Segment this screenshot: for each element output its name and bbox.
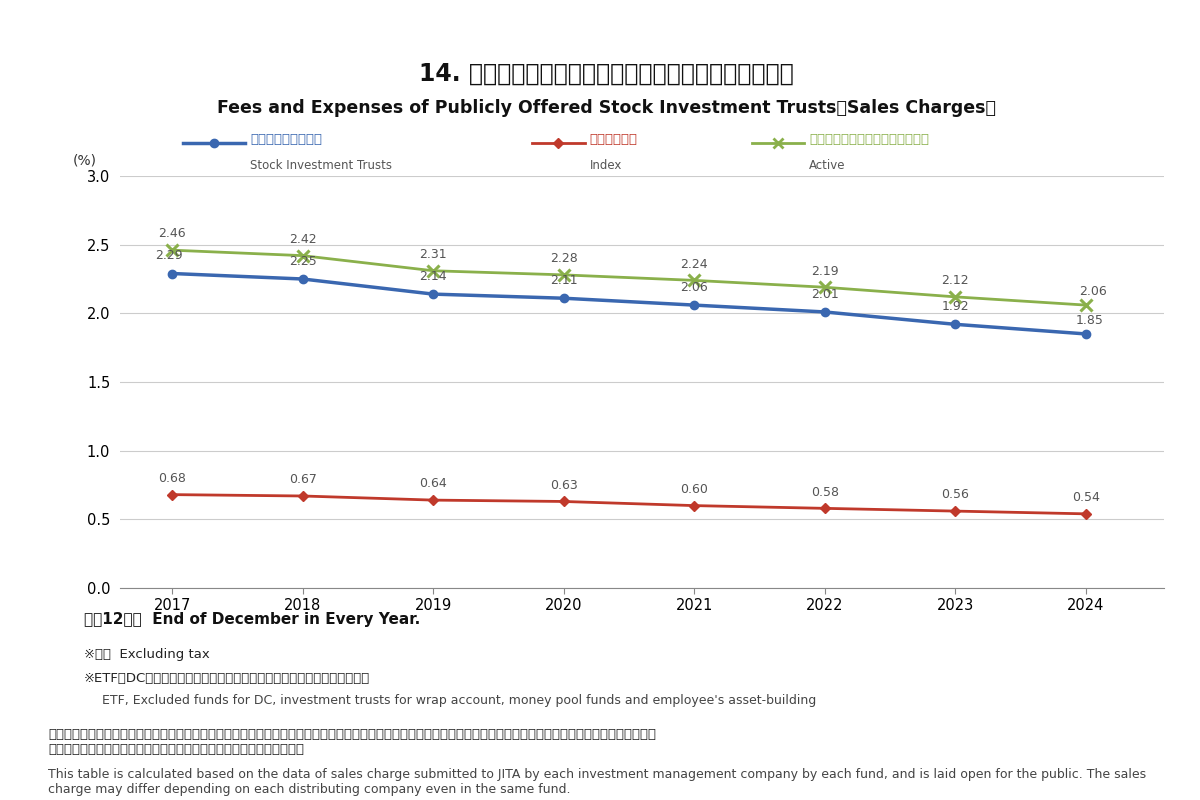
Text: 2.28: 2.28: [550, 252, 577, 265]
Text: 2.06: 2.06: [680, 281, 708, 294]
Text: 2.06: 2.06: [1079, 285, 1106, 298]
Text: 2.24: 2.24: [680, 258, 708, 270]
Text: 0.68: 0.68: [158, 472, 186, 485]
Text: 0.54: 0.54: [1072, 491, 1099, 504]
Text: 2.12: 2.12: [941, 274, 970, 287]
Text: ※ETF、DC向けファンド、ラップ、マネープール、財形、ミリオンを除外: ※ETF、DC向けファンド、ラップ、マネープール、財形、ミリオンを除外: [84, 672, 371, 685]
Text: 2.46: 2.46: [158, 227, 186, 241]
Text: Fees and Expenses of Publicly Offered Stock Investment Trusts（Sales Charges）: Fees and Expenses of Publicly Offered St…: [216, 99, 996, 117]
Text: This table is calculated based on the data of sales charge submitted to JITA by : This table is calculated based on the da…: [48, 768, 1146, 796]
Text: 0.63: 0.63: [550, 478, 577, 492]
Text: 0.67: 0.67: [289, 474, 317, 486]
Text: 各年12月末  End of December in Every Year.: 各年12月末 End of December in Every Year.: [84, 612, 420, 627]
Text: 0.56: 0.56: [941, 488, 970, 502]
Text: 0.60: 0.60: [680, 483, 708, 496]
Text: アクティブ（インデックス以外）: アクティブ（インデックス以外）: [809, 133, 929, 146]
Text: 1.92: 1.92: [941, 300, 970, 314]
Text: 0.64: 0.64: [419, 478, 448, 490]
Text: 2.42: 2.42: [289, 233, 317, 246]
Text: 2.19: 2.19: [811, 265, 839, 278]
Text: 2.01: 2.01: [811, 288, 839, 301]
Text: Stock Investment Trusts: Stock Investment Trusts: [251, 159, 392, 172]
Text: 2.25: 2.25: [289, 255, 317, 268]
Text: 株式投信（追加型）: 株式投信（追加型）: [251, 133, 323, 146]
Text: 14. 公募株式投信（追加型）における販売手数料の推移: 14. 公募株式投信（追加型）における販売手数料の推移: [419, 62, 793, 86]
Text: 2.11: 2.11: [550, 274, 577, 287]
Text: 2.14: 2.14: [419, 270, 448, 283]
Text: 0.58: 0.58: [811, 486, 839, 498]
Text: 2.29: 2.29: [156, 250, 184, 262]
Text: ※税抜  Excluding tax: ※税抜 Excluding tax: [84, 648, 210, 661]
Text: Active: Active: [809, 159, 846, 172]
Text: インデックス: インデックス: [590, 133, 638, 146]
Text: ETF, Excluded funds for DC, investment trusts for wrap account, money pool funds: ETF, Excluded funds for DC, investment t…: [102, 694, 816, 706]
Text: (%): (%): [73, 154, 97, 168]
Text: 1.85: 1.85: [1076, 314, 1104, 327]
Text: 2.31: 2.31: [419, 248, 448, 261]
Text: この表は、各投資信託委託会社が投資信託協会に提出しているファンド毎の販売手数料データに基づいて集計し、一般に広く閲覧に供するものです。実際の販売手数料に
ついて: この表は、各投資信託委託会社が投資信託協会に提出しているファンド毎の販売手数料デ…: [48, 728, 656, 756]
Text: Index: Index: [590, 159, 622, 172]
